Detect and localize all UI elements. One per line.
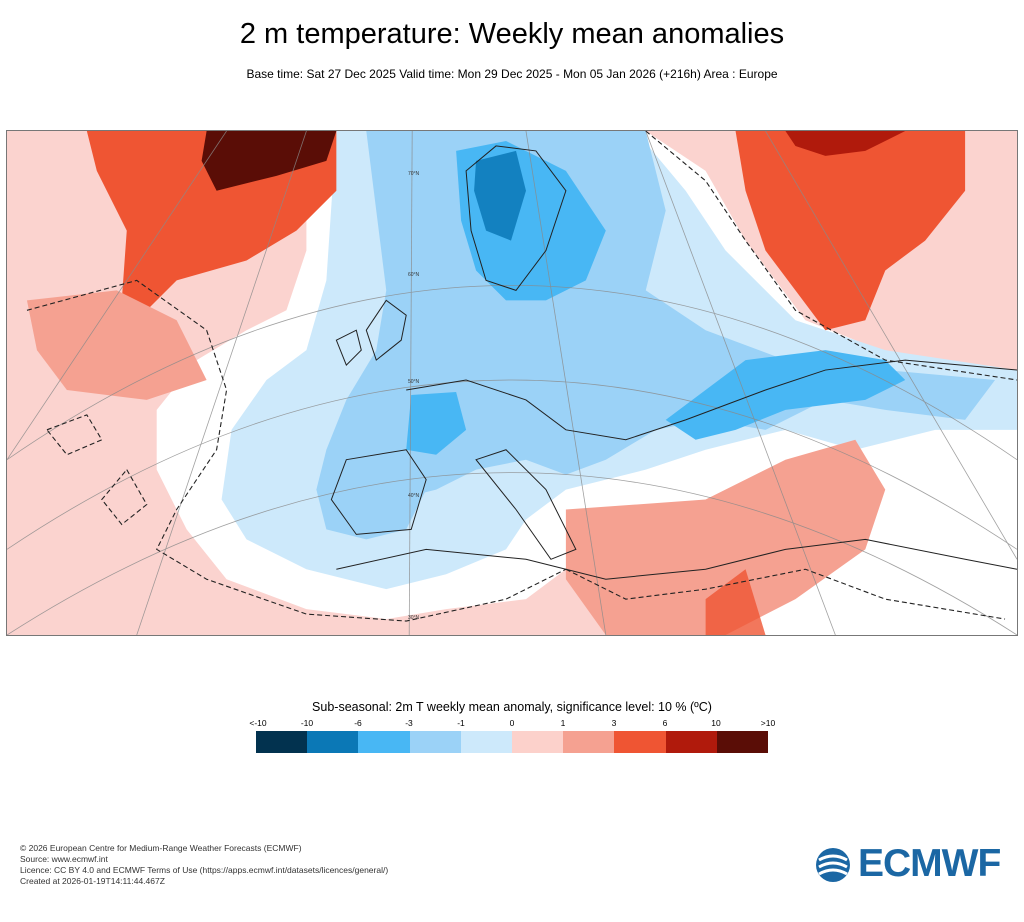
warm-medium-atlantic <box>26 290 207 400</box>
legend-tick: -10 <box>300 718 314 728</box>
lat-label-60: 60°N <box>408 272 420 278</box>
warm-strong-greenland <box>86 131 337 321</box>
chart-title: 2 m temperature: Weekly mean anomalies <box>239 18 785 50</box>
lat-label-40: 40°N <box>408 493 420 499</box>
legend-swatch <box>256 731 308 753</box>
footer: © 2026 European Centre for Medium-Range … <box>20 843 388 887</box>
lat-label-70: 70°N <box>408 171 420 177</box>
warm-medium-africa <box>565 439 886 635</box>
legend-tick: -1 <box>457 718 465 728</box>
legend-colorbar <box>256 731 769 753</box>
footer-copyright: © 2026 European Centre for Medium-Range … <box>20 843 302 853</box>
legend-tick: <-10 <box>249 718 267 728</box>
footer-created: Created at 2026-01-19T14:11:44.467Z <box>20 876 165 886</box>
legend-tick: 0 <box>509 718 515 728</box>
warm-very-russia <box>785 131 906 156</box>
coastlines <box>330 145 1017 580</box>
chart-subtitle: Base time: Sat 27 Dec 2025 Valid time: M… <box>246 67 778 81</box>
legend-ticks: <-10 -10 -6 -3 -1 0 1 3 6 10 >10 <box>232 717 792 729</box>
legend-swatch <box>460 731 513 753</box>
legend-swatch <box>614 731 666 753</box>
legend-tick: 6 <box>662 718 668 728</box>
footer-licence: Licence: CC BY 4.0 and ECMWF Terms of Us… <box>20 865 389 875</box>
legend-tick: 10 <box>711 718 721 728</box>
map-svg <box>7 131 1017 635</box>
warm-extreme-greenland <box>201 131 337 191</box>
legend-tick: 1 <box>560 718 566 728</box>
cold-strong-east <box>665 350 906 440</box>
ecmwf-logo-icon <box>816 848 850 882</box>
lat-label-30: 30°N <box>408 615 420 621</box>
legend-tick: -6 <box>354 718 362 728</box>
legend-title: Sub-seasonal: 2m T weekly mean anomaly, … <box>312 700 712 714</box>
legend-swatch <box>409 731 461 753</box>
legend-swatch <box>563 731 615 753</box>
legend-tick: 3 <box>611 718 617 728</box>
legend-tick: >10 <box>760 718 776 728</box>
significance-contours <box>26 131 1017 622</box>
legend-swatch <box>716 731 769 753</box>
ecmwf-logo-text: ECMWF <box>858 842 1001 885</box>
legend-swatch <box>512 731 564 753</box>
legend-tick: -3 <box>405 718 413 728</box>
legend-swatch <box>358 731 410 753</box>
legend-swatch <box>307 731 359 753</box>
warm-strong-russia <box>735 131 966 331</box>
cold-strong-france <box>406 391 467 455</box>
cold-very-region <box>474 150 526 241</box>
lat-label-50: 50°N <box>408 379 420 385</box>
footer-source: Source: www.ecmwf.int <box>20 854 108 864</box>
legend-swatch <box>665 731 717 753</box>
graticule <box>7 131 1017 635</box>
anomaly-map[interactable]: 70°N 60°N 50°N 40°N 30°N <box>6 130 1018 636</box>
